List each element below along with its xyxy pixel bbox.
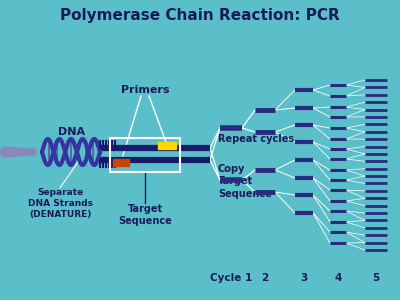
- Text: 2: 2: [261, 273, 269, 283]
- Circle shape: [10, 148, 18, 156]
- Text: Copy
Target
Sequence: Copy Target Sequence: [218, 164, 272, 199]
- Bar: [158, 142, 176, 149]
- Text: 3: 3: [300, 273, 308, 283]
- Text: 4: 4: [334, 273, 342, 283]
- Text: Primers: Primers: [121, 85, 169, 95]
- Circle shape: [0, 147, 10, 157]
- Circle shape: [30, 149, 36, 155]
- Circle shape: [5, 147, 15, 157]
- Text: Cycle 1: Cycle 1: [210, 273, 252, 283]
- Circle shape: [14, 148, 22, 156]
- Bar: [113, 159, 129, 166]
- Text: 5: 5: [372, 273, 380, 283]
- Text: Separate
DNA Strands
(DENATURE): Separate DNA Strands (DENATURE): [28, 188, 92, 219]
- Text: Polymerase Chain Reaction: PCR: Polymerase Chain Reaction: PCR: [60, 8, 340, 23]
- Circle shape: [18, 148, 26, 156]
- Text: Target
Sequence: Target Sequence: [118, 204, 172, 226]
- Circle shape: [24, 148, 30, 155]
- Text: Repeat cycles...: Repeat cycles...: [218, 134, 305, 144]
- Bar: [110, 138, 180, 172]
- Text: DNA: DNA: [58, 127, 85, 137]
